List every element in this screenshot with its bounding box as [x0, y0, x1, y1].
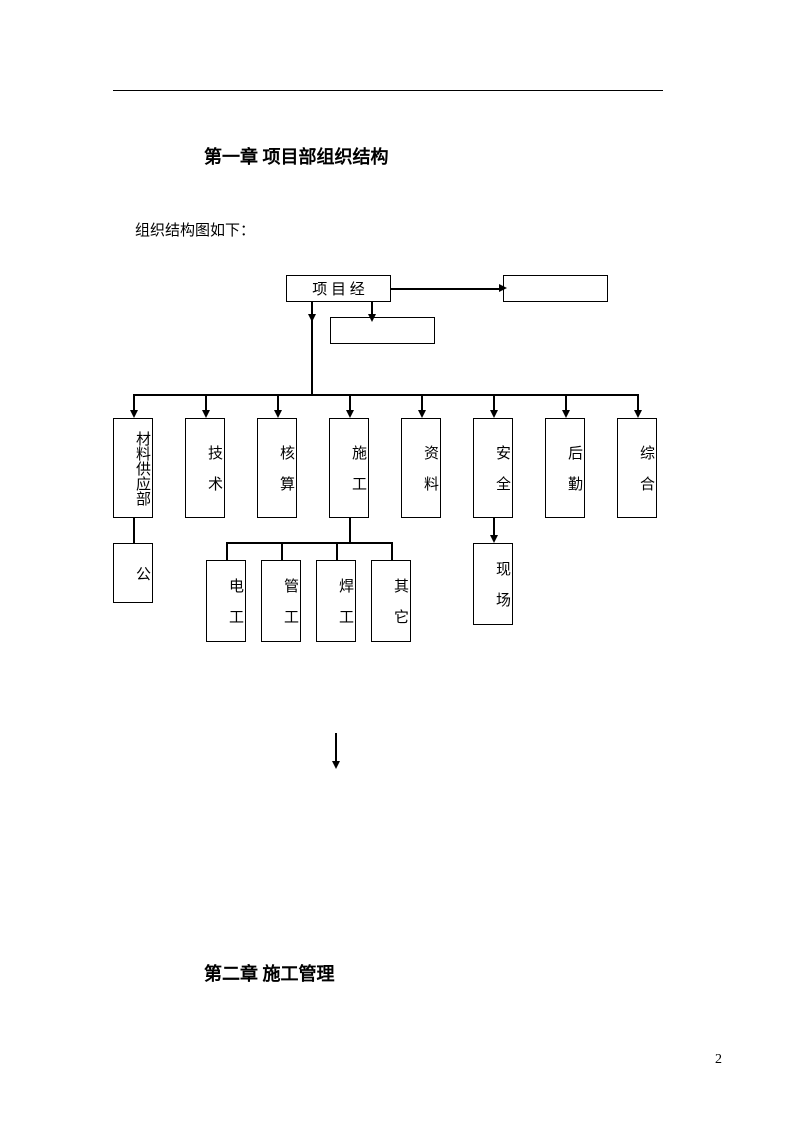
chart-line: [226, 542, 228, 560]
top-rule: [113, 90, 663, 91]
node-r1_4: 资 料: [401, 418, 441, 518]
node-top_right: [503, 275, 608, 302]
node-r2_3: 其 它: [371, 560, 411, 642]
node-r1_1: 技 术: [185, 418, 225, 518]
node-r1_5: 安 全: [473, 418, 513, 518]
chart-line: [368, 314, 376, 322]
node-r1_0: 材料供应部: [113, 418, 153, 518]
chart-line: [391, 288, 503, 290]
chart-line: [130, 410, 138, 418]
node-r1_3: 施 工: [329, 418, 369, 518]
chart-line: [133, 394, 637, 396]
node-r2_2: 焊 工: [316, 560, 356, 642]
chapter1-heading: 第一章 项目部组织结构: [204, 143, 389, 169]
chart-line: [490, 410, 498, 418]
chart-line: [418, 410, 426, 418]
chart-line: [490, 535, 498, 543]
intro-text: 组织结构图如下：: [135, 219, 255, 240]
chart-line: [562, 410, 570, 418]
chart-line: [499, 284, 507, 292]
node-top_manager: 项 目 经: [286, 275, 391, 302]
page: 第一章 项目部组织结构 组织结构图如下： 项 目 经材料供应部技 术核 算施 工…: [0, 0, 794, 1123]
chart-line: [281, 542, 283, 560]
node-r1_6: 后 勤: [545, 418, 585, 518]
node-top_mid: [330, 317, 435, 344]
chapter2-heading: 第二章 施工管理: [204, 960, 335, 986]
chart-line: [336, 542, 338, 560]
node-r2_b: 现 场: [473, 543, 513, 625]
chart-line: [346, 410, 354, 418]
chart-line: [133, 518, 135, 543]
node-r2_a: 公: [113, 543, 153, 603]
chart-line: [202, 410, 210, 418]
chart-line: [274, 410, 282, 418]
chart-line: [226, 542, 391, 544]
node-r1_7: 综 合: [617, 418, 657, 518]
node-r1_2: 核 算: [257, 418, 297, 518]
chart-line: [391, 542, 393, 560]
chart-line: [311, 302, 313, 394]
node-r2_0: 电 工: [206, 560, 246, 642]
chart-line: [634, 410, 642, 418]
node-r2_1: 管 工: [261, 560, 301, 642]
org-chart: 项 目 经材料供应部技 术核 算施 工资 料安 全后 勤综 合公 电 工管 工焊 …: [113, 275, 678, 705]
chart-line: [349, 518, 351, 542]
page-number: 2: [715, 1052, 722, 1068]
